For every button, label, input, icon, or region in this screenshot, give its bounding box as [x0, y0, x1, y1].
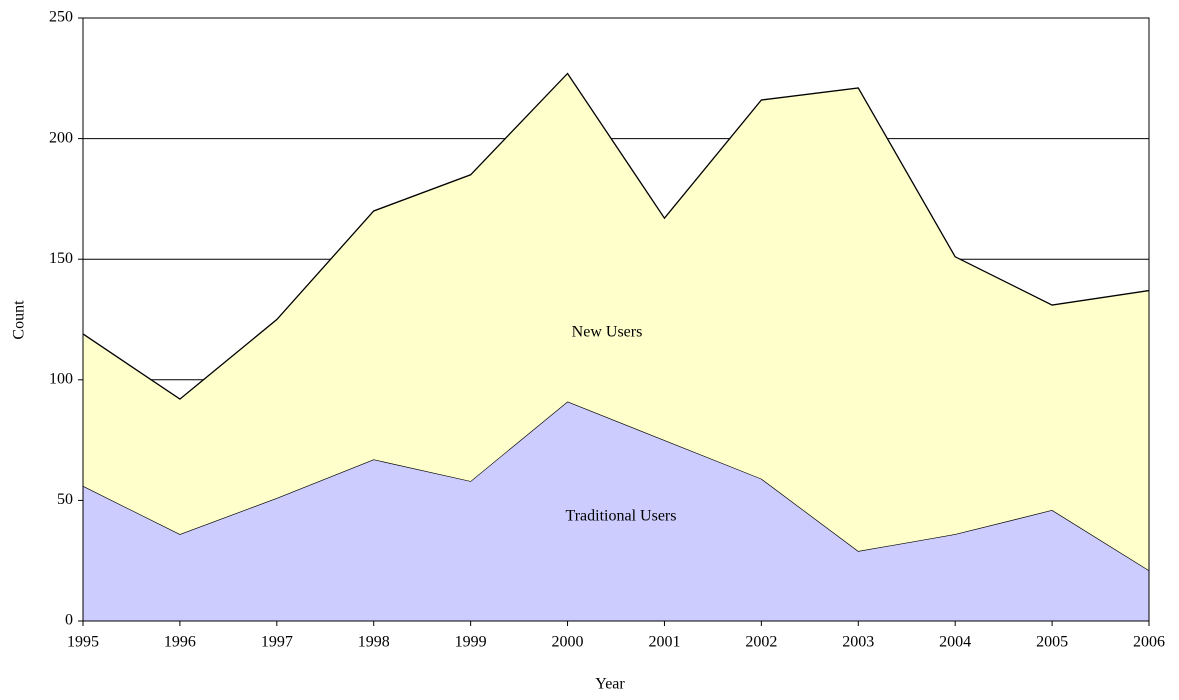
x-tick-label: 1997 [261, 634, 293, 651]
x-tick-label: 1995 [67, 634, 99, 651]
x-tick-label: 1996 [164, 634, 196, 651]
x-axis-label: Year [595, 676, 625, 693]
y-tick-label: 250 [49, 9, 73, 26]
series-label: Traditional Users [566, 508, 677, 525]
plot-border [82, 17, 1150, 622]
area [83, 401, 1149, 621]
x-tick-label: 2000 [552, 634, 584, 651]
area-line [82, 72, 1150, 400]
x-tick-label: 2006 [1133, 634, 1165, 651]
y-tick-label: 0 [65, 612, 73, 629]
y-tick-label: 100 [49, 370, 73, 387]
y-tick-label: 50 [57, 491, 73, 508]
y-tick-label: 150 [49, 250, 73, 267]
series-label: New Users [572, 324, 643, 341]
y-axis-label: Count [11, 300, 28, 340]
x-tick-label: 1999 [455, 634, 487, 651]
x-tick-label: 2004 [939, 634, 971, 651]
y-tick-label: 200 [49, 129, 73, 146]
x-tick-label: 1998 [358, 634, 390, 651]
x-tick-label: 2003 [842, 634, 874, 651]
x-tick-label: 2005 [1036, 634, 1068, 651]
area [83, 73, 1149, 571]
x-tick-label: 2001 [648, 634, 680, 651]
x-tick-label: 2002 [745, 634, 777, 651]
